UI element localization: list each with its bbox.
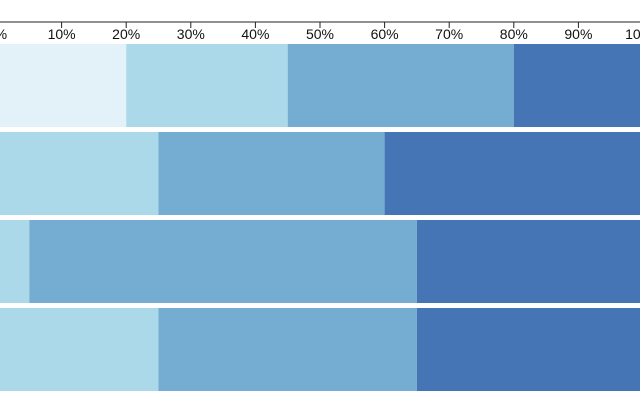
- x-tick-label: 90%: [564, 26, 592, 42]
- bar-1-segment-2: [126, 44, 288, 127]
- bar-2-segment-2: [158, 132, 385, 215]
- x-tick-label: 40%: [241, 26, 269, 42]
- bar-4-segment-3: [416, 308, 640, 391]
- x-tick-label: 80%: [500, 26, 528, 42]
- bars: [0, 44, 640, 391]
- x-tick-label: 100%: [625, 26, 640, 42]
- x-tick-label: 0%: [0, 26, 7, 42]
- x-tick-label: 60%: [371, 26, 399, 42]
- bar-3-segment-1: [0, 220, 30, 303]
- bar-2-segment-1: [0, 132, 159, 215]
- bar-3-segment-2: [29, 220, 417, 303]
- bar-1-segment-3: [287, 44, 514, 127]
- x-tick-label: 50%: [306, 26, 334, 42]
- x-tick-label: 30%: [177, 26, 205, 42]
- x-tick-label: 70%: [435, 26, 463, 42]
- bar-4-segment-2: [158, 308, 417, 391]
- bar-3-segment-3: [416, 220, 640, 303]
- bar-2-segment-3: [384, 132, 640, 215]
- bar-1-segment-1: [0, 44, 127, 127]
- x-axis: 0% 10% 20% 30% 40% 50% 60% 70% 80% 90% 100%: [0, 21, 640, 42]
- bar-1-segment-4: [513, 44, 640, 127]
- x-tick-label: 10%: [48, 26, 76, 42]
- x-tick-label: 20%: [112, 26, 140, 42]
- bar-4-segment-1: [0, 308, 159, 391]
